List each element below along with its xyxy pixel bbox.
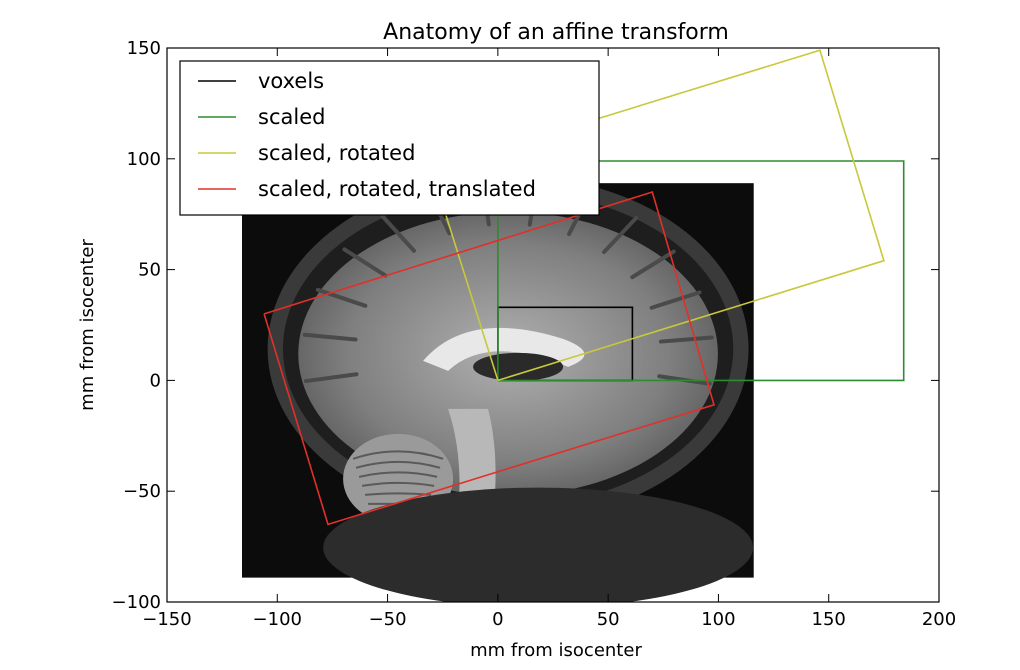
sulcus <box>303 372 359 384</box>
y-tick-label: 100 <box>127 149 161 170</box>
x-tick-label: 50 <box>597 609 620 630</box>
x-tick-label: −150 <box>142 609 191 630</box>
legend-label: scaled, rotated <box>258 141 415 165</box>
x-tick-label: 150 <box>812 609 846 630</box>
legend-label: scaled <box>258 105 325 129</box>
sulcus <box>602 216 639 255</box>
series-line-scaled-rotated-translated <box>263 190 715 526</box>
sulcus <box>342 247 388 278</box>
cerebellum-fold <box>352 450 444 460</box>
sulcus <box>380 214 416 253</box>
series-line-scaled-rotated <box>430 49 885 382</box>
y-axis-ticks: −100 −50 0 50 100 150 <box>112 38 939 613</box>
sulcus <box>649 290 702 310</box>
y-tick-label: 150 <box>127 38 161 59</box>
chart-title: Anatomy of an affine transform <box>383 20 729 45</box>
x-tick-label: 0 <box>492 609 503 630</box>
x-tick-label: −100 <box>253 609 302 630</box>
cerebellum-fold <box>358 471 438 478</box>
ventricle <box>473 352 564 381</box>
x-tick-label: 200 <box>922 609 956 630</box>
x-tick-label: −50 <box>369 609 407 630</box>
sulcus <box>658 335 714 344</box>
y-tick-label: 50 <box>138 260 161 281</box>
x-tick-label: 100 <box>701 609 735 630</box>
y-tick-label: 0 <box>150 370 161 391</box>
y-tick-label: −50 <box>123 481 161 502</box>
legend-label: voxels <box>258 69 324 93</box>
sulcus <box>315 287 368 308</box>
legend-box <box>179 60 600 216</box>
sulcus <box>302 332 358 342</box>
legend: voxels scaled scaled, rotated scaled, rotat… <box>179 60 600 216</box>
plot-frame <box>166 47 940 603</box>
legend-label: scaled, rotated, translated <box>258 177 536 201</box>
x-axis-ticks: −150 −100 −50 0 50 100 150 200 <box>142 48 956 630</box>
cerebellum-fold <box>355 460 441 469</box>
y-axis-label: mm from isocenter <box>77 239 98 411</box>
cerebellum-fold <box>361 481 435 487</box>
corpus-callosum <box>423 327 585 371</box>
series-layer <box>263 49 905 526</box>
y-tick-label: −100 <box>112 592 161 613</box>
x-axis-label: mm from isocenter <box>470 640 642 661</box>
sulcus <box>630 249 676 280</box>
series-line-scaled <box>497 160 905 382</box>
lower-head-tissue <box>323 487 753 602</box>
